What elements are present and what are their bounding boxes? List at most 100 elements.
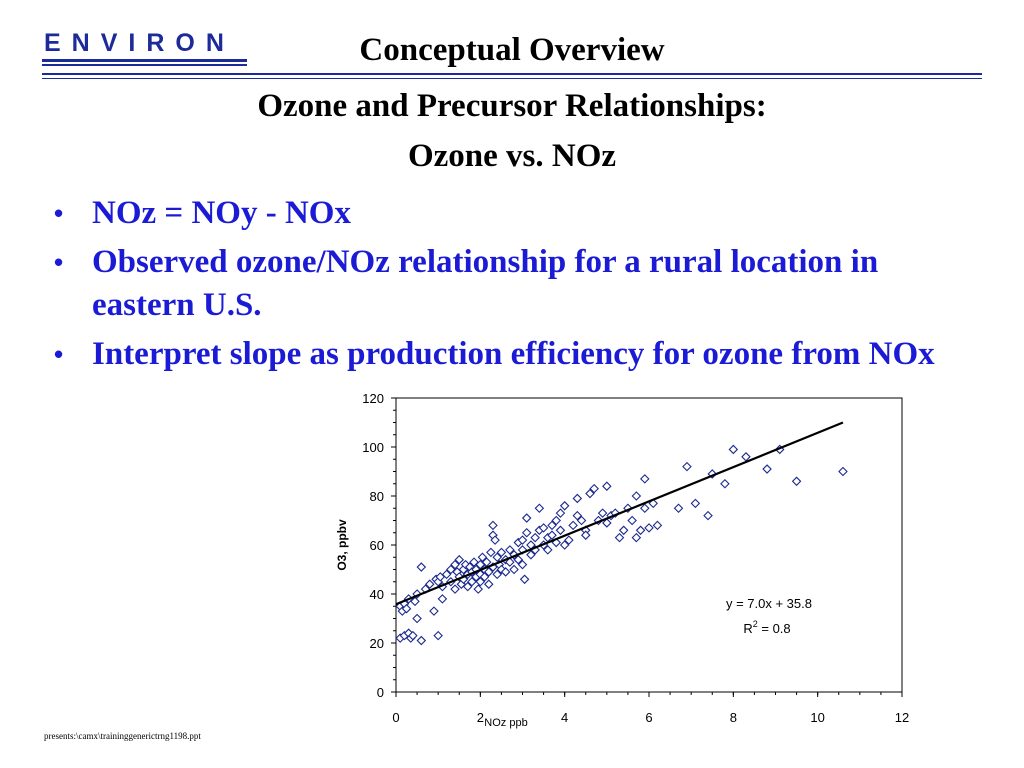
data-point: [631, 532, 642, 543]
data-point: [589, 483, 599, 494]
data-point: [492, 569, 502, 580]
data-point: [433, 630, 443, 641]
logo-underline-bottom: [42, 64, 247, 66]
x-tick-label: 12: [895, 710, 909, 725]
data-point: [441, 569, 452, 580]
data-point: [838, 466, 848, 477]
x-tick-label: 4: [561, 710, 568, 725]
data-point: [500, 567, 511, 577]
data-point: [416, 562, 427, 572]
data-point: [559, 540, 570, 550]
data-point: [720, 478, 730, 489]
data-point: [580, 530, 591, 540]
x-axis-label: NOz ppb: [484, 717, 527, 729]
slide-title: Conceptual Overview: [359, 32, 665, 68]
header-rule-bottom: [42, 78, 982, 79]
y-tick-label: 0: [377, 685, 384, 700]
data-point: [517, 535, 528, 545]
data-point: [652, 520, 663, 531]
data-point: [481, 557, 492, 567]
x-tick-label: 8: [730, 710, 737, 725]
bullet-text: Observed ozone/NOz relationship for a ru…: [92, 244, 879, 323]
data-point: [559, 501, 570, 511]
data-point: [475, 576, 486, 587]
data-point: [483, 579, 494, 589]
logo-text: ENVIRON: [44, 29, 235, 57]
data-point: [614, 532, 625, 543]
data-point: [424, 579, 435, 589]
data-point: [483, 567, 494, 577]
x-tick-label: 0: [392, 710, 399, 725]
data-point: [703, 510, 713, 521]
y-tick-label: 120: [362, 391, 384, 406]
trend-line: [395, 421, 844, 606]
chart-axes: 0 20 40 60 80 100 120 0 2 4 6 8 10 12: [362, 391, 909, 725]
environ-logo: ENVIRON: [42, 28, 247, 66]
x-tick-label: 2: [477, 710, 484, 725]
data-point: [477, 552, 488, 563]
chart-marks: [395, 421, 848, 646]
data-point: [450, 559, 460, 570]
data-point: [543, 545, 553, 555]
data-point: [479, 572, 490, 582]
r-squared-superscript: 2: [753, 619, 758, 629]
data-point: [429, 606, 439, 616]
data-point: [509, 564, 519, 575]
header-rule-top: [42, 73, 982, 75]
x-tick-label: 10: [810, 710, 824, 725]
data-point: [538, 523, 549, 533]
data-point: [690, 498, 701, 509]
slide-subtitle-line2: Ozone vs. NOz: [407, 138, 617, 174]
data-point: [762, 464, 772, 474]
footer-file-path: presents:\camx\traininggenerictrng1198.p…: [44, 731, 201, 741]
data-point: [791, 476, 802, 487]
bullet-icon: •: [54, 198, 64, 228]
data-point: [454, 554, 465, 565]
data-point: [547, 520, 557, 531]
data-point: [496, 547, 507, 558]
chart-labels: NOz ppb O3, ppbv y = 7.0x + 35.8 R2 = 0.…: [335, 519, 812, 729]
bullet-icon: •: [54, 247, 64, 277]
data-point: [555, 525, 566, 536]
y-tick-label: 40: [370, 587, 384, 602]
plot-area: [396, 398, 902, 692]
data-point: [618, 525, 629, 536]
data-point: [673, 503, 684, 514]
data-point: [547, 530, 557, 540]
data-point: [728, 444, 739, 455]
x-tick-label: 6: [645, 710, 652, 725]
data-point: [585, 488, 595, 499]
data-point: [572, 493, 583, 504]
data-point: [401, 603, 412, 614]
data-point: [521, 513, 532, 523]
data-point: [530, 532, 540, 543]
data-point: [517, 559, 528, 570]
y-axis-label: O3, ppbv: [335, 519, 349, 571]
data-point: [521, 527, 532, 538]
data-point: [450, 584, 460, 594]
data-point: [486, 547, 496, 558]
data-point: [519, 574, 530, 585]
y-tick-label: 100: [362, 440, 384, 455]
data-point: [410, 596, 420, 607]
data-point: [644, 523, 654, 533]
data-point: [509, 550, 519, 560]
data-point: [597, 508, 608, 518]
data-point: [635, 525, 646, 536]
trendline-equation: y = 7.0x + 35.8: [726, 596, 812, 611]
data-point: [640, 503, 650, 514]
logo-underline-top: [42, 59, 247, 62]
data-point: [631, 491, 642, 501]
data-point: [437, 594, 448, 604]
data-point: [505, 557, 515, 567]
data-point: [627, 515, 637, 526]
data-point: [473, 584, 484, 594]
data-point: [513, 554, 524, 565]
data-point: [640, 474, 650, 484]
data-point: [682, 461, 692, 472]
data-point: [408, 630, 418, 641]
data-point: [555, 508, 566, 518]
data-point: [505, 545, 515, 555]
data-point: [526, 550, 536, 560]
